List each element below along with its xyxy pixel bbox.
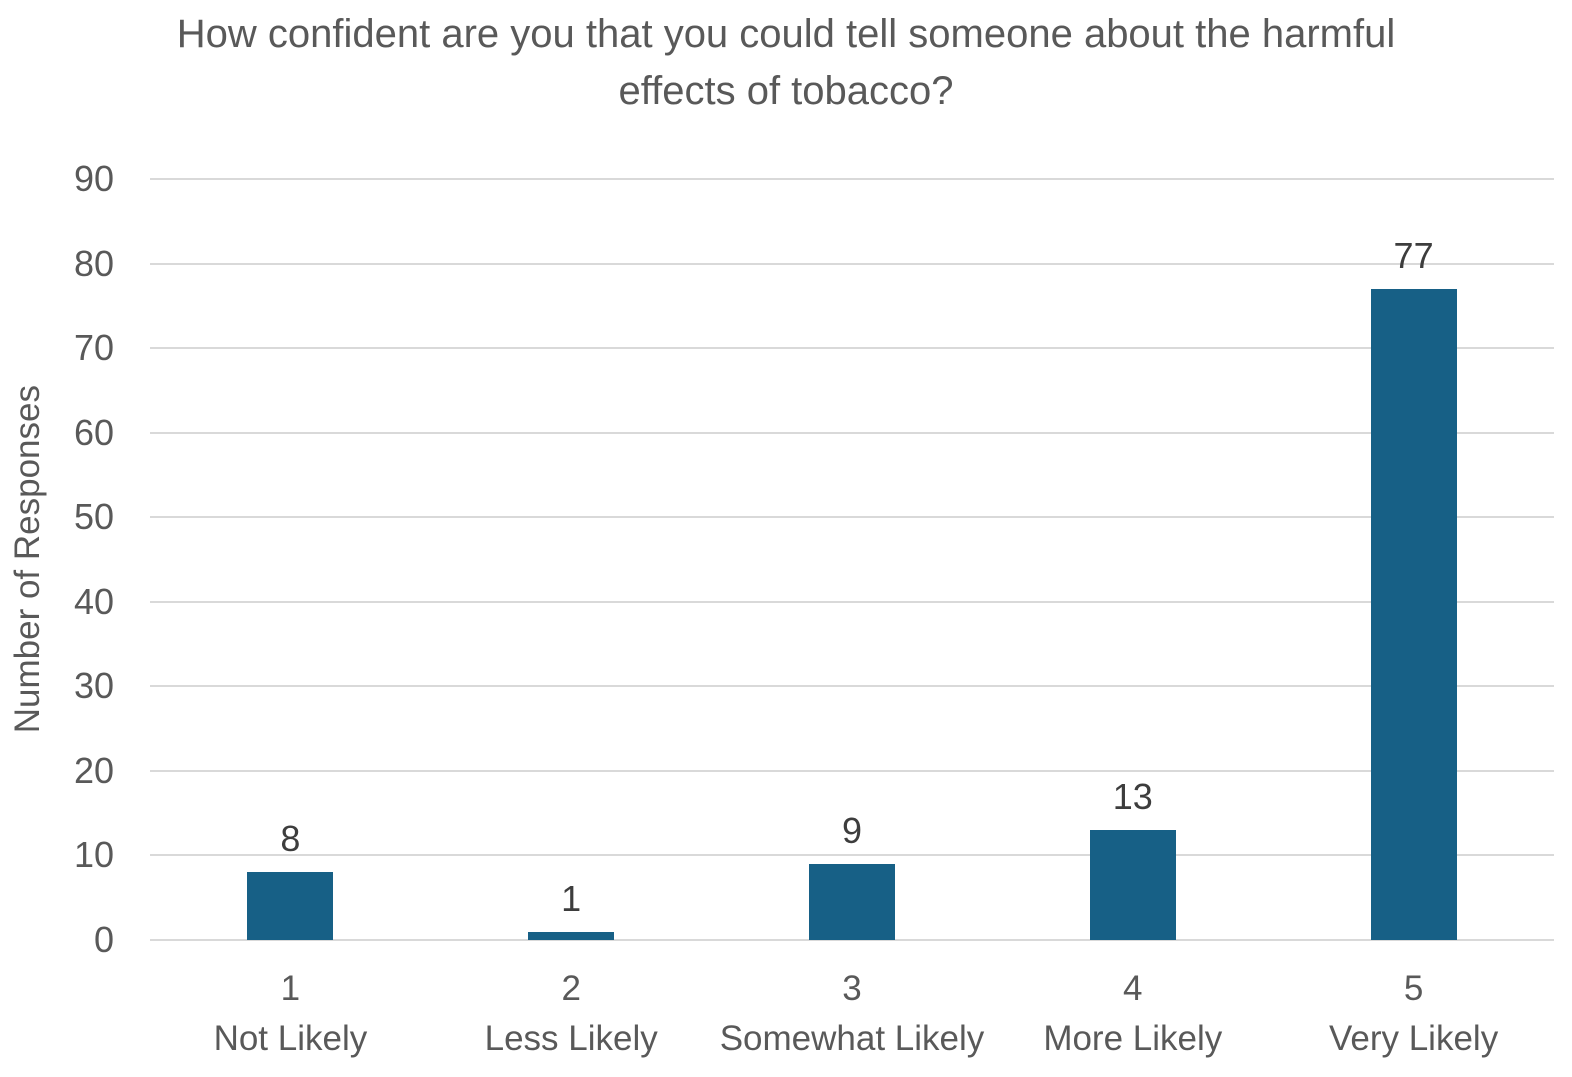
y-tick-label-30: 30 bbox=[73, 665, 114, 707]
y-tick-label-20: 20 bbox=[73, 749, 114, 791]
bar-slot-5: 77 bbox=[1273, 179, 1554, 940]
bar-slot-3: 9 bbox=[712, 179, 993, 940]
y-tick-label-0: 0 bbox=[93, 919, 114, 960]
gridline-30 bbox=[150, 685, 1554, 688]
bar-5 bbox=[1370, 288, 1457, 940]
chart-title: How confident are you that you could tel… bbox=[176, 12, 1396, 113]
x-label-text-5: Very Likely bbox=[1328, 1019, 1499, 1058]
y-axis-tick-labels: 0 10 20 30 40 50 60 70 80 90 bbox=[0, 158, 118, 960]
y-tick-label-50: 50 bbox=[73, 496, 114, 538]
data-label-2: 1 bbox=[561, 877, 582, 919]
x-label-3: 3 Somewhat Likely bbox=[712, 952, 993, 1072]
x-label-1: 1 Not Likely bbox=[150, 952, 431, 1072]
bar-slot-2: 1 bbox=[431, 179, 712, 940]
x-label-2: 2 Less Likely bbox=[431, 952, 712, 1072]
bar-2 bbox=[528, 931, 615, 940]
x-label-number-3: 3 bbox=[842, 969, 862, 1008]
y-tick-label-90: 90 bbox=[73, 158, 114, 199]
gridline-50 bbox=[150, 516, 1554, 519]
data-label-1: 8 bbox=[280, 818, 301, 860]
bar-4 bbox=[1089, 830, 1176, 940]
plot-area: 8 1 9 13 77 bbox=[150, 178, 1554, 941]
x-label-number-4: 4 bbox=[1123, 969, 1143, 1008]
y-tick-label-10: 10 bbox=[73, 834, 114, 876]
gridline-10 bbox=[150, 854, 1554, 857]
x-axis-labels: 1 Not Likely 2 Less Likely 3 Somewhat Likely 4… bbox=[150, 952, 1554, 1072]
y-tick-label-70: 70 bbox=[73, 327, 114, 369]
data-label-5: 77 bbox=[1393, 234, 1434, 276]
bar-slot-4: 13 bbox=[992, 179, 1273, 940]
gridline-0 bbox=[150, 939, 1554, 941]
y-tick-label-80: 80 bbox=[73, 242, 114, 284]
bar-1 bbox=[247, 872, 334, 940]
x-label-5: 5 Very Likely bbox=[1273, 952, 1554, 1072]
x-label-text-3: Somewhat Likely bbox=[719, 1019, 985, 1058]
data-label-4: 13 bbox=[1112, 776, 1153, 818]
gridline-70 bbox=[150, 347, 1554, 350]
gridline-90 bbox=[150, 178, 1554, 180]
bar-3 bbox=[808, 863, 895, 940]
x-label-number-5: 5 bbox=[1403, 969, 1424, 1008]
x-label-number-1: 1 bbox=[280, 969, 301, 1008]
x-label-text-2: Less Likely bbox=[484, 1019, 658, 1058]
gridline-20 bbox=[150, 769, 1554, 772]
x-label-text-4: More Likely bbox=[1043, 1019, 1223, 1058]
y-tick-label-40: 40 bbox=[73, 580, 114, 622]
gridline-80 bbox=[150, 262, 1554, 265]
x-label-text-1: Not Likely bbox=[213, 1019, 368, 1058]
bar-slot-1: 8 bbox=[150, 179, 431, 940]
y-tick-label-60: 60 bbox=[73, 411, 114, 453]
x-label-4: 4 More Likely bbox=[992, 952, 1273, 1072]
x-label-number-2: 2 bbox=[561, 969, 581, 1008]
data-label-3: 9 bbox=[841, 809, 862, 851]
gridline-40 bbox=[150, 600, 1554, 603]
gridline-60 bbox=[150, 431, 1554, 434]
